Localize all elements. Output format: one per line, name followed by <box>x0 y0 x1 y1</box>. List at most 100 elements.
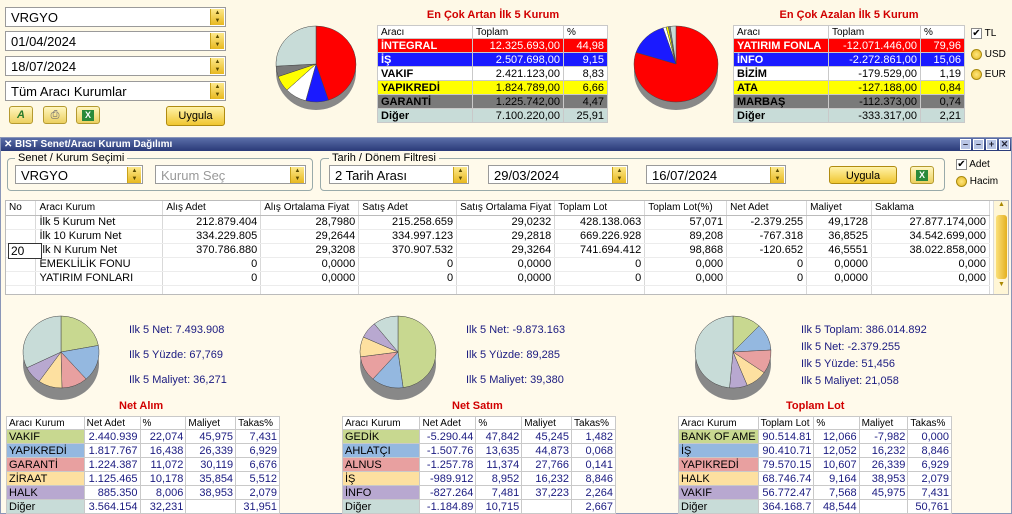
total-value: 2.507.698,00 <box>472 52 564 67</box>
grid-row[interactable]: EMEKLİLİK FONU 0 0,0000 0 0,0000 0 0,000 0 0,000… <box>6 257 990 272</box>
window-title: BIST Senet/Aracı Kurum Dağılımı <box>15 139 173 150</box>
table-row: VAKIF 2.421.123,00 8,83 <box>377 66 608 81</box>
grid-col-header[interactable]: Aracı Kurum <box>35 201 164 216</box>
table-row[interactable]: Diğer 3.564.154 32,231 31,951 <box>6 499 280 514</box>
table-row[interactable]: VAKIF 2.440.939 22,074 45,975 7,431 <box>6 429 280 444</box>
broker-name: İNTEGRAL <box>377 38 473 53</box>
table-row[interactable]: İNFO -827.264 7,481 37,223 2,264 <box>341 485 616 500</box>
print-icon-button[interactable]: ⎙ <box>43 106 67 124</box>
grid-row[interactable]: İlk 10 Kurum Net 334.229.805 29,2644 334.99… <box>6 229 990 244</box>
symbol-select[interactable]: VRGYO ▲ ▼ <box>5 7 226 27</box>
panel-table: Aracı Kurum Toplam Lot% Maliyet Takas% BANK … <box>678 416 952 514</box>
grid-col-header[interactable]: Net Adet <box>726 201 808 216</box>
net-buy-pie <box>22 315 100 400</box>
broker-grid: No Aracı Kurum Alış Adet Alış Ortalama Fiya… <box>5 200 1009 295</box>
scroll-thumb[interactable] <box>996 215 1007 279</box>
period-mode-select[interactable]: 2 Tarih Arası ▲ ▼ <box>329 165 469 184</box>
grid-cell: 98,868 <box>644 243 728 258</box>
scroll-up-icon[interactable]: ▲ <box>998 201 1005 208</box>
table-row[interactable]: ZİRAAT 1.125.465 10,178 35,854 5,512 <box>6 471 280 486</box>
value-cell: 5,512 <box>235 471 280 486</box>
row-count-input[interactable]: 20 <box>8 243 42 259</box>
table-row[interactable]: GARANTİ 1.224.387 11,072 30,119 6,676 <box>6 457 280 472</box>
currency-usd-option[interactable]: USD <box>971 49 1006 60</box>
grid-col-header[interactable]: Alış Adet <box>162 201 262 216</box>
grid-col-header[interactable]: Alış Ortalama Fiyat <box>260 201 360 216</box>
col-header: Toplam <box>472 25 564 39</box>
broker-name: BİZİM <box>733 66 829 81</box>
col-header: Takas% <box>235 416 280 430</box>
table-row[interactable]: YAPIKREDİ 1.817.767 16,438 26,339 6,929 <box>6 443 280 458</box>
percent-value: 0,74 <box>920 94 965 109</box>
currency-eur-option[interactable]: EUR <box>971 69 1006 80</box>
view-hacim-label: Hacim <box>969 176 999 188</box>
net-sell-pie <box>359 315 437 400</box>
minimize-icon[interactable]: – <box>960 139 971 150</box>
table-row[interactable]: HALK 68.746.74 9,164 38,953 2,079 <box>678 471 952 486</box>
grid-cell: 0 <box>726 257 808 272</box>
total-value: -333.317,00 <box>828 108 921 123</box>
window-close-icon[interactable]: ✕ <box>999 139 1010 150</box>
table-row[interactable]: Diğer 364.168.7 48,544 50,761 <box>678 499 952 514</box>
broker-name: HALK <box>678 471 759 486</box>
total-value: 7.100.220,00 <box>472 108 564 123</box>
spinner-icon: ▲ ▼ <box>210 58 224 74</box>
table-row[interactable]: BANK OF AME 90.514.81 12,066 -7,982 0,000 <box>678 429 952 444</box>
value-cell: 10,715 <box>475 499 523 514</box>
table-row[interactable]: AHLATÇI -1.507.76 13,635 44,873 0,068 <box>341 443 616 458</box>
grid-col-header[interactable]: Satış Ortalama Fiyat <box>456 201 556 216</box>
grid-col-header[interactable]: Saklama <box>871 201 990 216</box>
grid-col-header[interactable]: Toplam Lot <box>554 201 646 216</box>
apply-button[interactable]: Uygula <box>166 106 225 126</box>
window-end-date[interactable]: 16/07/2024 ▲ ▼ <box>646 165 786 184</box>
table-row[interactable]: VAKIF 56.772.47 7,568 45,975 7,431 <box>678 485 952 500</box>
scroll-down-icon[interactable]: ▼ <box>998 281 1005 288</box>
table-row[interactable]: HALK 885.350 8,006 38,953 2,079 <box>6 485 280 500</box>
gainers-table: Aracı Toplam % İNTEGRAL 12.325.693,00 44… <box>377 25 608 123</box>
grid-cell: 34.542.699,000 <box>871 229 990 244</box>
table-row: ATA -127.188,00 0,84 <box>733 80 965 95</box>
font-icon-button[interactable]: A <box>9 106 33 124</box>
window-start-date[interactable]: 29/03/2024 ▲ ▼ <box>488 165 628 184</box>
grid-col-header[interactable]: Toplam Lot(%) <box>644 201 728 216</box>
grid-col-header[interactable]: Satış Adet <box>358 201 458 216</box>
window-excel-button[interactable]: X <box>910 166 934 184</box>
losers-title: En Çok Azalan İlk 5 Kurum <box>779 9 919 21</box>
grid-row[interactable]: İlk 5 Kurum Net 212.879.404 28,7980 215.258… <box>6 215 990 230</box>
window-symbol-select[interactable]: VRGYO ▲ ▼ <box>15 165 143 184</box>
grid-cell: 29,2818 <box>456 229 556 244</box>
maximize-icon[interactable]: + <box>986 139 997 150</box>
window-apply-button[interactable]: Uygula <box>829 166 897 184</box>
currency-tl-option[interactable]: ✔ TL <box>971 28 996 39</box>
excel-icon-button[interactable]: X <box>76 106 100 124</box>
grid-cell: 0,0000 <box>260 257 360 272</box>
table-row[interactable]: YAPIKREDİ 79.570.15 10,607 26,339 6,929 <box>678 457 952 472</box>
grid-col-header[interactable]: Maliyet <box>806 201 873 216</box>
end-date-field[interactable]: 18/07/2024 ▲ ▼ <box>5 56 226 76</box>
grid-scrollbar[interactable]: ▲ ▼ <box>993 201 1008 294</box>
percent-value: 9,15 <box>563 52 608 67</box>
value-cell: 8,006 <box>139 485 187 500</box>
table-row: YATIRIM FONLA -12.071.446,00 79,96 <box>733 38 965 53</box>
grid-row[interactable]: YATIRIM FONLARI 0 0,0000 0 0,0000 0 0,000 0 0,00… <box>6 271 990 286</box>
view-hacim-option[interactable]: Hacim <box>956 176 998 187</box>
grid-cell: İlk 10 Kurum Net <box>35 229 164 244</box>
view-adet-option[interactable]: ✔ Adet <box>956 159 990 170</box>
grid-cell: 0 <box>726 271 808 286</box>
table-row[interactable]: GEDİK -5.290.44 47,842 45,245 1,482 <box>341 429 616 444</box>
window-titlebar[interactable]: ✕ BIST Senet/Aracı Kurum Dağılımı – – + … <box>1 138 1011 151</box>
selection-legend: Senet / Kurum Seçimi <box>15 152 128 164</box>
window-symbol-value: VRGYO <box>21 168 68 183</box>
grid-col-header[interactable]: No <box>6 201 37 216</box>
grid-row[interactable]: İlk N Kurum Net 370.786.880 29,3208 370.907… <box>6 243 990 258</box>
broker-select[interactable]: Kurum Seç ▲ ▼ <box>155 165 306 184</box>
table-row[interactable]: İŞ 90.410.71 12,052 16,232 8,846 <box>678 443 952 458</box>
broker-name: İŞ <box>341 471 421 486</box>
start-date-field[interactable]: 01/04/2024 ▲ ▼ <box>5 31 226 51</box>
restore-icon[interactable]: – <box>973 139 984 150</box>
table-row[interactable]: İŞ -989.912 8,952 16,232 8,846 <box>341 471 616 486</box>
close-icon[interactable]: ✕ <box>4 139 13 150</box>
table-row[interactable]: ALNUS -1.257.78 11,374 27,766 0,141 <box>341 457 616 472</box>
broker-scope-select[interactable]: Tüm Aracı Kurumlar ▲ ▼ <box>5 81 226 101</box>
table-row[interactable]: Diğer -1.184.89 10,715 2,667 <box>341 499 616 514</box>
